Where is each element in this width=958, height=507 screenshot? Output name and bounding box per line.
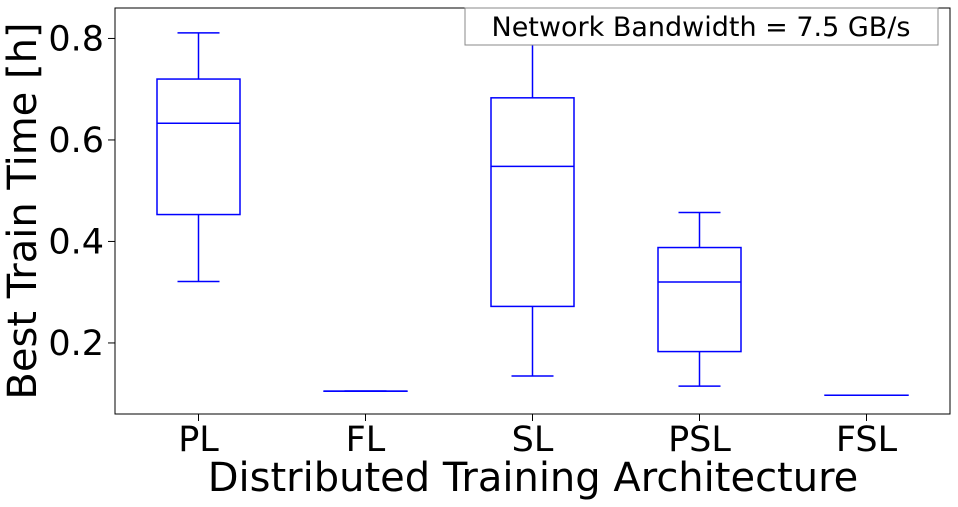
- x-tick-label: PSL: [668, 420, 731, 460]
- x-axis-label: Distributed Training Architecture: [208, 455, 859, 501]
- x-tick-label: FL: [346, 420, 386, 460]
- box-pl: [156, 32, 241, 283]
- y-tick-label: 0.6: [48, 121, 104, 161]
- x-tick-label: FSL: [836, 420, 898, 460]
- annotation-box: Network Bandwidth = 7.5 GB/s: [464, 7, 939, 46]
- x-axis-ticks: PL FL SL PSL FSL: [178, 414, 898, 460]
- x-tick-label: SL: [512, 420, 554, 460]
- iqr-box: [657, 246, 742, 353]
- annotation-text: Network Bandwidth = 7.5 GB/s: [492, 12, 911, 43]
- annotation-frame: [464, 7, 939, 46]
- iqr-box: [490, 97, 575, 308]
- box-psl: [657, 211, 742, 387]
- iqr-box: [156, 78, 241, 216]
- y-axis-label: Best Train Time [h]: [0, 22, 46, 399]
- y-tick-label: 0.8: [48, 19, 104, 59]
- x-tick-label: PL: [178, 420, 219, 460]
- y-tick-label: 0.2: [48, 324, 104, 364]
- y-tick-label: 0.4: [48, 222, 104, 262]
- y-axis-ticks: 0.2 0.4 0.6 0.8: [48, 19, 115, 364]
